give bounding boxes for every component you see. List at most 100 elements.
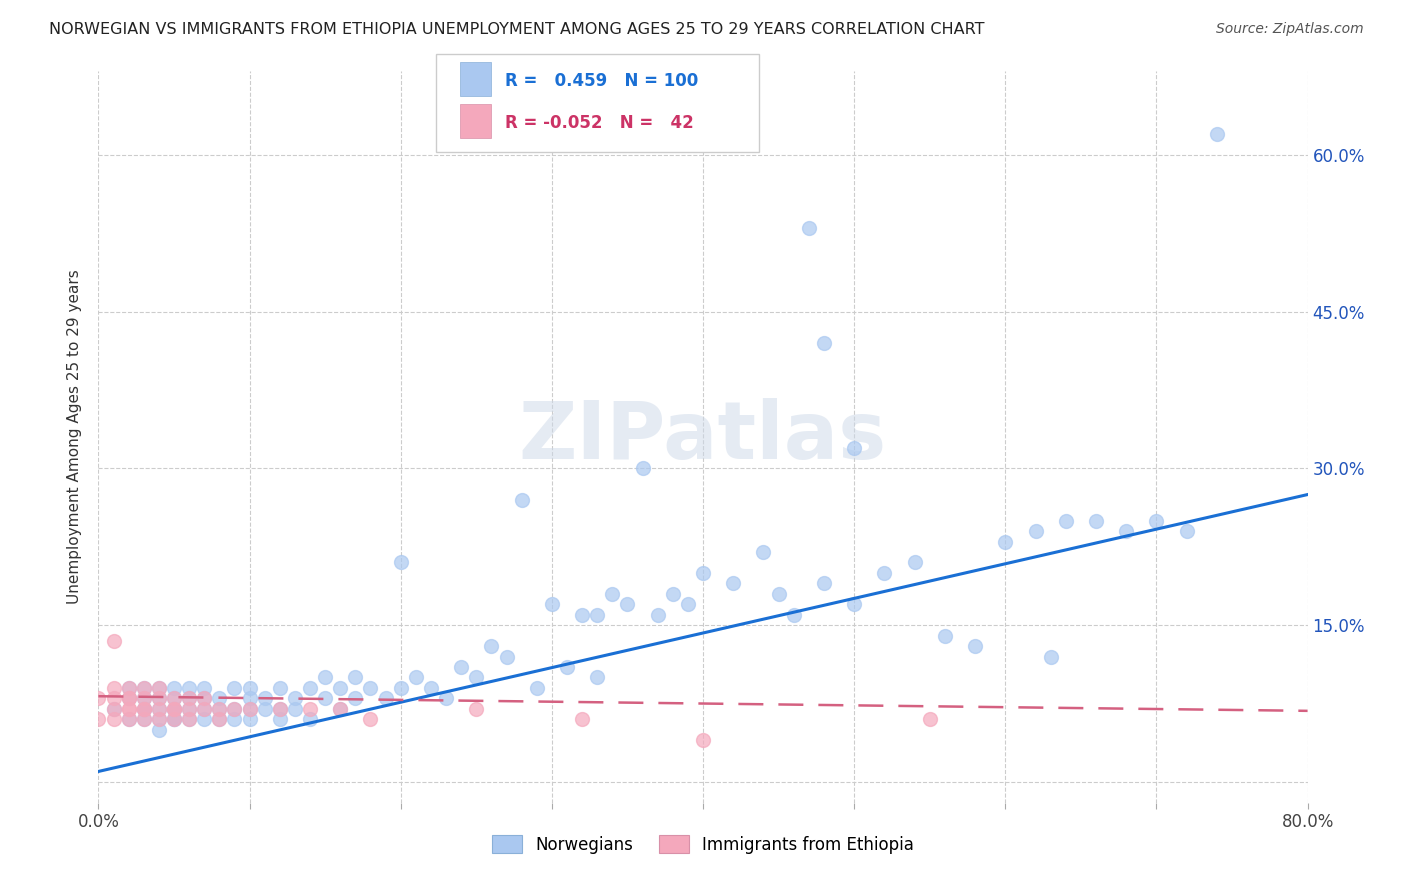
Point: [692, 566, 714, 580]
Point: [616, 597, 638, 611]
Point: [269, 681, 291, 695]
Point: [118, 691, 141, 706]
Point: [813, 576, 835, 591]
Point: [179, 702, 201, 716]
Point: [118, 702, 141, 716]
Point: [1024, 524, 1046, 538]
Point: [269, 702, 291, 716]
Point: [1039, 649, 1062, 664]
Point: [586, 670, 609, 684]
Point: [239, 712, 262, 726]
Point: [87, 691, 110, 706]
Point: [132, 691, 155, 706]
Point: [132, 681, 155, 695]
Point: [1054, 514, 1077, 528]
Point: [918, 712, 941, 726]
Point: [284, 702, 307, 716]
Point: [118, 691, 141, 706]
Point: [873, 566, 896, 580]
Legend: Norwegians, Immigrants from Ethiopia: Norwegians, Immigrants from Ethiopia: [485, 829, 921, 860]
Point: [571, 712, 593, 726]
Point: [193, 712, 215, 726]
Point: [510, 492, 533, 507]
Point: [768, 587, 790, 601]
Point: [163, 691, 186, 706]
Point: [965, 639, 987, 653]
Point: [465, 702, 488, 716]
Point: [132, 702, 155, 716]
Point: [389, 681, 412, 695]
Text: NORWEGIAN VS IMMIGRANTS FROM ETHIOPIA UNEMPLOYMENT AMONG AGES 25 TO 29 YEARS COR: NORWEGIAN VS IMMIGRANTS FROM ETHIOPIA UN…: [49, 22, 984, 37]
Point: [239, 681, 262, 695]
Point: [540, 597, 562, 611]
Point: [934, 629, 956, 643]
Point: [269, 702, 291, 716]
Point: [103, 702, 125, 716]
Point: [132, 702, 155, 716]
Point: [148, 681, 170, 695]
Text: Source: ZipAtlas.com: Source: ZipAtlas.com: [1216, 22, 1364, 37]
Point: [118, 691, 141, 706]
Point: [526, 681, 548, 695]
Point: [179, 702, 201, 716]
Point: [692, 733, 714, 747]
Point: [179, 691, 201, 706]
Point: [481, 639, 503, 653]
Point: [465, 670, 488, 684]
Point: [208, 702, 231, 716]
Point: [571, 607, 593, 622]
Point: [163, 702, 186, 716]
Point: [224, 712, 246, 726]
Point: [299, 681, 322, 695]
Point: [148, 712, 170, 726]
Point: [904, 556, 927, 570]
Point: [148, 702, 170, 716]
Point: [253, 691, 276, 706]
Text: R = -0.052   N =   42: R = -0.052 N = 42: [505, 114, 693, 132]
Point: [193, 691, 215, 706]
Point: [179, 681, 201, 695]
Point: [783, 607, 806, 622]
Point: [118, 712, 141, 726]
Point: [163, 702, 186, 716]
Point: [555, 660, 578, 674]
Point: [299, 702, 322, 716]
Point: [344, 691, 367, 706]
Point: [299, 712, 322, 726]
Point: [179, 712, 201, 726]
Point: [163, 681, 186, 695]
Point: [329, 702, 352, 716]
Point: [647, 607, 669, 622]
Point: [208, 712, 231, 726]
Point: [163, 691, 186, 706]
Text: ZIPatlas: ZIPatlas: [519, 398, 887, 476]
Point: [813, 336, 835, 351]
Point: [269, 712, 291, 726]
Point: [239, 702, 262, 716]
Point: [118, 712, 141, 726]
Point: [132, 712, 155, 726]
Point: [193, 681, 215, 695]
Point: [239, 702, 262, 716]
Point: [1085, 514, 1108, 528]
Point: [224, 702, 246, 716]
Point: [148, 691, 170, 706]
Point: [723, 576, 745, 591]
Point: [602, 587, 624, 601]
Point: [179, 691, 201, 706]
Point: [586, 607, 609, 622]
Point: [163, 712, 186, 726]
Point: [239, 691, 262, 706]
Point: [132, 712, 155, 726]
Point: [118, 681, 141, 695]
Point: [193, 691, 215, 706]
Point: [148, 681, 170, 695]
Point: [1144, 514, 1167, 528]
Point: [405, 670, 427, 684]
Point: [163, 702, 186, 716]
Point: [193, 702, 215, 716]
Point: [103, 702, 125, 716]
Point: [631, 461, 654, 475]
Point: [314, 670, 336, 684]
Point: [253, 702, 276, 716]
